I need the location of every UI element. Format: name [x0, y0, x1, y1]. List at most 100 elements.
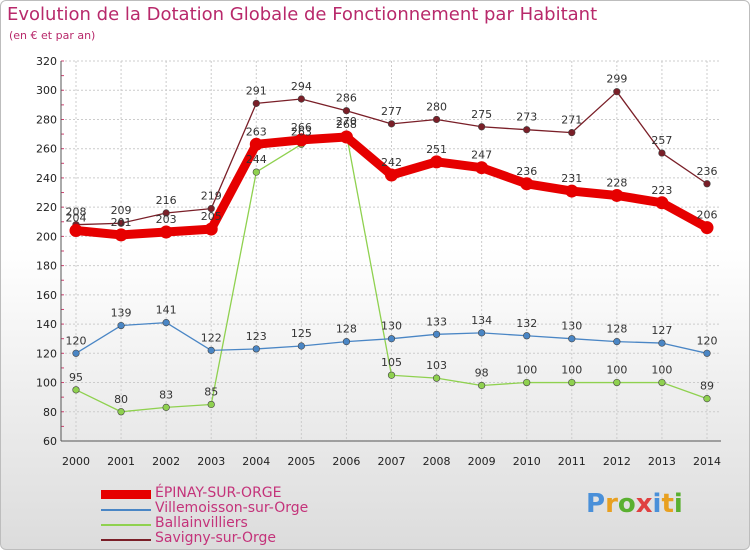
x-tick-label: 2005	[287, 455, 315, 468]
data-label: 299	[606, 73, 627, 86]
data-label: 128	[336, 323, 357, 336]
data-point	[703, 395, 711, 403]
data-label: 236	[697, 165, 718, 178]
data-point	[568, 378, 576, 387]
data-point	[565, 184, 579, 198]
data-label: 286	[336, 92, 357, 105]
data-label: 89	[700, 380, 714, 393]
data-label: 134	[471, 314, 492, 327]
data-point	[339, 130, 353, 144]
data-label: 133	[426, 315, 447, 328]
y-tick-label: 100	[36, 377, 57, 390]
x-tick-label: 2002	[152, 455, 180, 468]
data-label: 266	[291, 121, 312, 134]
data-point	[478, 381, 486, 390]
data-label: 100	[651, 364, 672, 377]
legend: ÉPINAY-SUR-ORGE Villemoisson-sur-Orge Ball…	[101, 485, 361, 547]
data-label: 100	[561, 364, 582, 377]
data-label: 100	[606, 364, 627, 377]
data-point	[69, 224, 83, 238]
legend-swatch	[101, 490, 151, 499]
x-tick-label: 2014	[693, 455, 721, 468]
x-tick-label: 2009	[468, 455, 496, 468]
chart-title: Evolution de la Dotation Globale de Fonc…	[7, 4, 598, 25]
proxiti-logo: Proxiti	[586, 489, 683, 519]
data-labels-layer: 208 209 216 219 291 294 286 277 280 275 273 271 299 2…	[66, 73, 718, 406]
data-point	[117, 219, 125, 227]
data-label: 141	[156, 304, 177, 317]
data-point	[568, 129, 576, 137]
data-label: 98	[475, 366, 489, 379]
data-label: 203	[156, 213, 177, 226]
data-point	[523, 126, 531, 134]
data-point	[159, 225, 173, 239]
logo-letter: o	[617, 489, 636, 519]
data-label: 83	[159, 388, 173, 401]
data-label: 275	[471, 108, 492, 121]
data-point	[252, 168, 260, 176]
data-point	[613, 378, 621, 387]
data-label: 122	[201, 331, 222, 344]
data-label: 205	[201, 210, 222, 223]
data-point	[658, 339, 666, 347]
data-point	[432, 374, 441, 382]
data-label: 85	[204, 385, 218, 398]
data-point	[478, 123, 486, 131]
series-layer	[69, 88, 714, 416]
data-label: 247	[471, 149, 492, 162]
x-tick-label: 2001	[107, 455, 135, 468]
legend-swatch	[101, 509, 151, 511]
legend-label: ÉPINAY-SUR-ORGE	[155, 485, 282, 501]
data-label: 219	[201, 190, 222, 203]
data-point	[432, 330, 441, 338]
data-point	[162, 403, 170, 411]
data-point	[294, 133, 308, 147]
data-label: 216	[156, 194, 177, 207]
data-point	[655, 196, 669, 210]
data-label: 120	[66, 334, 87, 347]
data-point	[342, 338, 351, 346]
x-tick-label: 2011	[558, 455, 586, 468]
data-label: 201	[111, 216, 132, 229]
data-point	[478, 329, 486, 337]
data-label: 242	[381, 156, 402, 169]
x-tick-label: 2000	[62, 455, 90, 468]
data-label: 206	[697, 209, 718, 222]
axes: 60 80 100 120 140 160 180 200 220 240 260 280 300 320…	[36, 55, 721, 468]
logo-letter: i	[673, 489, 683, 519]
legend-item: Ballainvilliers	[101, 515, 361, 532]
legend-swatch	[101, 539, 151, 541]
logo-letter: x	[635, 489, 653, 519]
legend-item: ÉPINAY-SUR-ORGE	[101, 485, 361, 502]
y-tick-label: 280	[36, 113, 57, 126]
data-label: 103	[426, 359, 447, 372]
data-point	[387, 371, 396, 379]
data-point	[610, 188, 624, 202]
y-tick-label: 320	[36, 55, 57, 68]
data-label: 291	[246, 84, 267, 97]
data-label: 132	[516, 317, 537, 330]
data-point	[72, 386, 80, 394]
data-label: 127	[651, 324, 672, 337]
grid-lines	[61, 60, 721, 442]
data-label: 271	[561, 114, 582, 127]
legend-label: Ballainvilliers	[155, 515, 248, 531]
data-point	[700, 221, 714, 235]
data-point	[207, 205, 215, 213]
line-chart: 60 80 100 120 140 160 180 200 220 240 260 280 300 320…	[36, 55, 721, 468]
data-label: 80	[114, 393, 128, 406]
data-point	[703, 349, 711, 357]
data-label: 208	[66, 206, 87, 219]
x-tick-label: 2004	[242, 455, 270, 468]
data-label: 125	[291, 327, 312, 340]
data-label: 123	[246, 330, 267, 343]
data-label: 120	[697, 334, 718, 347]
chart-subtitle: (en € et par an)	[9, 29, 96, 42]
data-point	[297, 342, 305, 350]
y-tick-label: 260	[36, 143, 57, 156]
data-label: 130	[561, 320, 582, 333]
data-point	[204, 222, 218, 236]
logo-letter: P	[586, 489, 606, 519]
data-point	[385, 168, 398, 182]
data-point	[568, 335, 576, 343]
